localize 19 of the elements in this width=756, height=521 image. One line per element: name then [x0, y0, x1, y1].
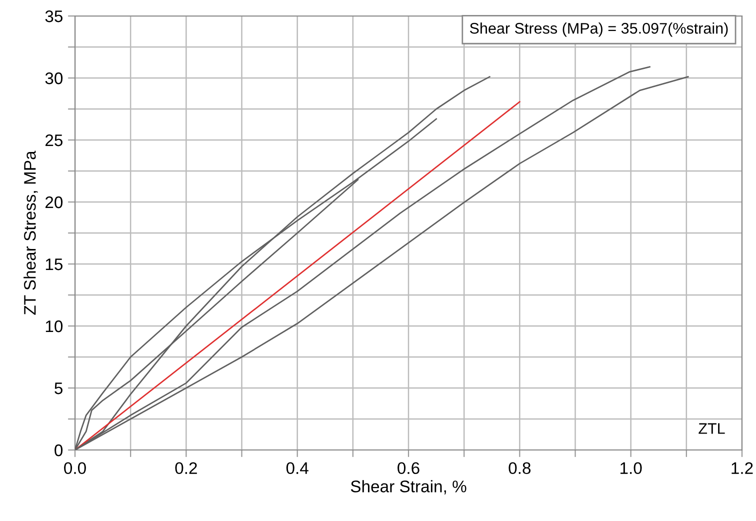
- x-tick-label: 0.2: [175, 462, 197, 474]
- x-tick-label: 0.8: [508, 462, 531, 474]
- y-tick-label: 35: [45, 10, 62, 22]
- annotation: ZTL: [698, 423, 725, 434]
- x-axis-title: Shear Strain, %: [350, 480, 466, 494]
- y-tick-label: 15: [46, 258, 62, 270]
- y-tick-label: 25: [45, 134, 62, 146]
- x-tick-label: 1.0: [620, 462, 642, 474]
- x-tick-label: 1.2: [732, 462, 753, 474]
- y-tick-label: 30: [45, 72, 63, 84]
- y-tick-label: 10: [46, 320, 63, 332]
- y-tick-label: 0: [54, 444, 63, 456]
- y-tick-label: 5: [54, 382, 62, 394]
- x-tick-label: 0.0: [64, 462, 86, 474]
- x-tick-label: 0.4: [286, 462, 308, 474]
- y-tick-label: 20: [45, 196, 63, 208]
- x-tick-label: 0.6: [398, 462, 420, 474]
- annotation: Shear Stress (MPa) = 35.097(%strain): [470, 22, 728, 37]
- y-axis-title: ZT Shear Stress, MPa: [24, 150, 38, 315]
